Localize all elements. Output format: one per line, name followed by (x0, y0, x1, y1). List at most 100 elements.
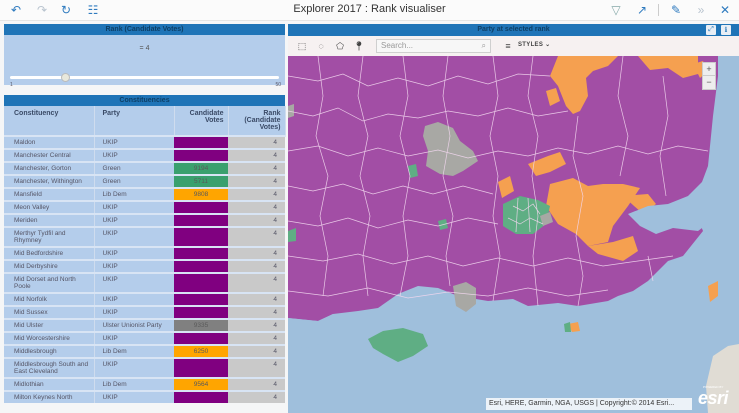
rank-cell: 4 (228, 187, 285, 201)
info-icon[interactable]: ℹ (721, 25, 731, 35)
constituency-cell: Mid Derbyshire (4, 259, 94, 273)
expand-icon[interactable]: ⤢ (706, 25, 716, 35)
table-row[interactable]: Middlesbrough Lib Dem 6250 4 (4, 344, 285, 358)
undo-icon[interactable]: ↶ (10, 3, 22, 17)
redo-icon[interactable]: ↷ (36, 3, 48, 17)
table-row[interactable]: Mid Ulster Ulster Unionist Party 9335 4 (4, 318, 285, 332)
constituencies-title: Constituencies (4, 95, 285, 106)
table-row[interactable]: Mid Dorset and North Poole UKIP 4 (4, 272, 285, 293)
column-header-party[interactable]: Party (94, 106, 175, 136)
pin-icon[interactable]: 📍︎ (353, 40, 365, 51)
rank-cell: 4 (228, 161, 285, 175)
rank-cell: 4 (228, 292, 285, 306)
constituency-cell: Mansfield (4, 187, 94, 201)
table-row[interactable]: Mid Bedfordshire UKIP 4 (4, 246, 285, 260)
map-attribution[interactable]: Esri, HERE, Garmin, NGA, USGS | Copyrigh… (486, 398, 692, 410)
rank-cell: 4 (228, 344, 285, 358)
table-row[interactable]: Merthyr Tydfil and Rhymney UKIP 4 (4, 226, 285, 247)
table-row[interactable]: Middlesbrough South and East Cleveland UK… (4, 357, 285, 378)
table-row[interactable]: Midlothian Lib Dem 9564 4 (4, 377, 285, 391)
zoom-in-button[interactable]: + (703, 63, 715, 76)
column-header-constituency[interactable]: Constituency (4, 106, 95, 136)
table-row[interactable]: Meon Valley UKIP 4 (4, 200, 285, 214)
table-row[interactable]: Meriden UKIP 4 (4, 213, 285, 227)
constituency-cell: Manchester, Withington (4, 174, 94, 188)
page-icon[interactable]: ☷ (87, 3, 99, 17)
constituency-cell: Maldon (4, 135, 94, 149)
chevron-down-icon: ⌄ (545, 42, 551, 48)
constituency-cell: Mid Bedfordshire (4, 246, 94, 260)
collapse-icon[interactable]: » (697, 3, 705, 17)
rectangle-select-icon[interactable]: ⬚ (297, 40, 307, 51)
rank-cell: 4 (228, 226, 285, 247)
map-view[interactable]: + − Esri, HERE, Garmin, NGA, USGS | Copy… (288, 56, 739, 413)
close-icon[interactable]: ✕ (719, 3, 731, 17)
left-panel: Rank (Candidate Votes) = 4 1 50 Constitu… (4, 24, 286, 413)
party-cell: UKIP (93, 272, 174, 293)
styles-label: STYLES (518, 42, 544, 48)
table-row[interactable]: Milton Keynes North UKIP 4 (4, 390, 285, 403)
edit-icon[interactable]: ✎ (670, 3, 682, 17)
search-input[interactable]: Search... ⌕ (376, 39, 491, 53)
zoom-out-button[interactable]: − (706, 77, 712, 87)
circle-select-icon[interactable]: ◌ (318, 41, 324, 51)
export-icon[interactable]: ↗ (636, 3, 648, 17)
filter-icon[interactable]: ▽ (611, 3, 621, 17)
votes-cell (174, 200, 228, 214)
party-cell: Green (93, 161, 174, 175)
party-cell: UKIP (93, 246, 174, 260)
column-header-votes[interactable]: Candidate Votes (174, 106, 229, 136)
votes-cell (174, 331, 228, 345)
table-row[interactable]: Manchester, Withington Green 5711 4 (4, 174, 285, 188)
constituency-cell: Mid Worcestershire (4, 331, 94, 345)
table-row[interactable]: Mid Sussex UKIP 4 (4, 305, 285, 319)
constituency-cell: Midlothian (4, 377, 94, 391)
search-placeholder: Search... (381, 41, 414, 50)
map-panel-title: Party at selected rank (288, 24, 739, 36)
votes-cell (174, 135, 228, 149)
party-cell: UKIP (93, 331, 174, 345)
votes-cell: 9194 (174, 161, 228, 175)
table-row[interactable]: Maldon UKIP 4 (4, 135, 285, 149)
party-cell: UKIP (93, 390, 174, 403)
constituency-cell: Mid Dorset and North Poole (4, 272, 94, 293)
esri-logo[interactable]: esri (698, 388, 729, 408)
column-header-rank[interactable]: Rank (Candidate Votes) (228, 106, 286, 136)
rank-cell: 4 (228, 377, 285, 391)
party-cell: Ulster Unionist Party (93, 318, 174, 332)
rank-slider-thumb[interactable] (61, 73, 70, 82)
table-row[interactable]: Mid Norfolk UKIP 4 (4, 292, 285, 306)
table-row[interactable]: Mid Derbyshire UKIP 4 (4, 259, 285, 273)
party-cell: UKIP (93, 357, 174, 378)
rank-slider-track[interactable] (10, 76, 279, 79)
table-row[interactable]: Manchester Central UKIP 4 (4, 148, 285, 162)
polygon-select-icon[interactable]: ⬠ (336, 40, 344, 51)
table-row[interactable]: Mid Worcestershire UKIP 4 (4, 331, 285, 345)
party-cell: Lib Dem (93, 187, 174, 201)
search-icon[interactable]: ⌕ (481, 41, 486, 50)
rank-cell: 4 (228, 331, 285, 345)
constituency-cell: Merthyr Tydfil and Rhymney (4, 226, 94, 247)
table-row[interactable]: Manchester, Gorton Green 9194 4 (4, 161, 285, 175)
rank-cell: 4 (228, 305, 285, 319)
table-row[interactable]: Mansfield Lib Dem 9808 4 (4, 187, 285, 201)
party-cell: UKIP (93, 305, 174, 319)
constituency-cell: Mid Sussex (4, 305, 94, 319)
votes-cell (174, 357, 228, 378)
rank-cell: 4 (228, 148, 285, 162)
party-cell: Green (93, 174, 174, 188)
rank-cell: 4 (228, 246, 285, 260)
rank-filter: = 4 1 50 (4, 35, 285, 88)
refresh-icon[interactable]: ↻ (60, 3, 72, 17)
rank-cell: 4 (228, 135, 285, 149)
party-cell: Lib Dem (93, 344, 174, 358)
constituency-cell: Manchester, Gorton (4, 161, 94, 175)
map-choropleth[interactable] (288, 56, 739, 413)
layers-icon[interactable]: ≡ (505, 41, 511, 51)
votes-cell: 9335 (174, 318, 228, 332)
rank-panel-title: Rank (Candidate Votes) (4, 24, 285, 35)
styles-dropdown[interactable]: STYLES ⌄ (518, 41, 550, 48)
votes-cell: 6250 (174, 344, 228, 358)
app-header: ↶ ↷ ↻ ☷ Explorer 2017 : Rank visualiser … (0, 0, 739, 21)
rank-cell: 4 (228, 259, 285, 273)
